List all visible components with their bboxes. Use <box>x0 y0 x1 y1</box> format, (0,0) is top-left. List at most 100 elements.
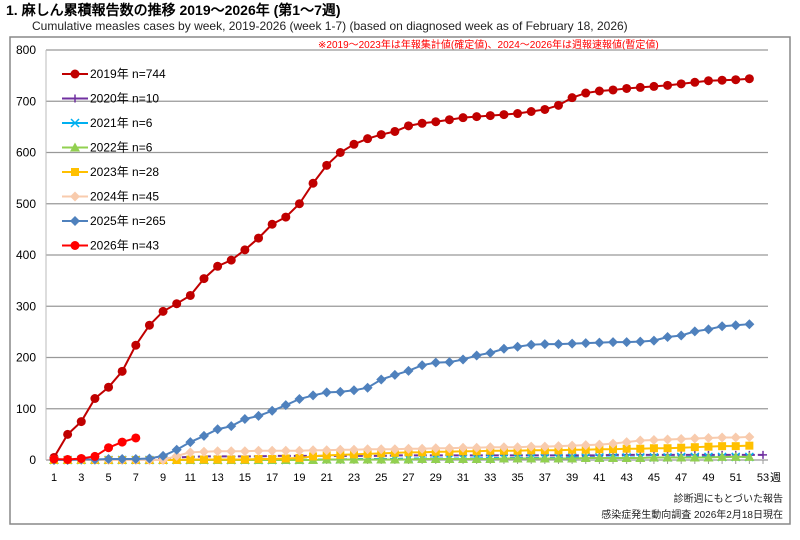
data-point <box>63 429 73 439</box>
x-tick-label: 1 <box>51 472 57 484</box>
x-tick-label: 13 <box>211 472 223 484</box>
data-point <box>553 339 564 350</box>
data-point <box>117 366 127 376</box>
data-point <box>268 454 277 463</box>
y-tick-label: 100 <box>16 402 36 416</box>
legend-label: 2021年 n=6 <box>90 116 153 130</box>
data-point <box>444 115 454 125</box>
data-point <box>608 452 619 462</box>
data-point <box>131 433 141 443</box>
legend-marker <box>70 69 80 79</box>
legend-label: 2024年 n=45 <box>90 190 159 204</box>
data-point <box>717 75 727 85</box>
data-point <box>471 442 482 453</box>
data-point <box>730 320 741 331</box>
x-tick-label: 11 <box>185 472 196 484</box>
y-tick-label: 500 <box>16 197 36 211</box>
data-point <box>717 451 728 461</box>
data-point <box>308 178 318 188</box>
data-point <box>730 451 741 461</box>
data-point <box>567 453 578 463</box>
data-point <box>731 442 740 451</box>
data-point <box>417 360 428 371</box>
y-tick-label: 600 <box>16 146 36 160</box>
data-point <box>171 444 182 455</box>
data-point <box>390 126 400 136</box>
data-point <box>567 440 578 451</box>
series-line <box>54 323 750 461</box>
x-tick-label: 29 <box>430 472 442 484</box>
data-point <box>513 109 523 119</box>
data-point <box>117 453 128 464</box>
data-point <box>663 80 673 90</box>
data-point <box>621 337 632 348</box>
data-point <box>663 444 672 453</box>
data-point <box>253 410 264 421</box>
data-point <box>621 437 632 448</box>
data-point <box>649 81 659 91</box>
data-point <box>308 390 319 401</box>
data-point <box>567 93 577 103</box>
data-point <box>376 444 387 455</box>
data-point <box>648 335 659 346</box>
data-point <box>553 100 563 110</box>
data-point <box>240 245 250 255</box>
data-point <box>759 450 767 459</box>
data-point <box>417 453 428 463</box>
data-point <box>198 446 209 457</box>
data-point <box>199 274 209 284</box>
data-point <box>130 453 141 464</box>
data-point <box>185 447 196 458</box>
data-point <box>553 441 564 452</box>
data-point <box>594 452 605 462</box>
data-point <box>158 450 169 461</box>
data-point <box>594 86 604 96</box>
legend-marker <box>70 118 80 128</box>
data-point <box>376 374 387 385</box>
data-point <box>430 357 441 368</box>
data-point <box>349 139 359 149</box>
data-point <box>389 369 400 380</box>
legend-label: 2023年 n=28 <box>90 165 159 179</box>
series-2019 <box>49 74 754 462</box>
x-tick-label: 51 <box>730 472 742 484</box>
data-point <box>431 117 441 127</box>
x-tick-label: 33 <box>484 472 496 484</box>
data-point <box>676 433 687 444</box>
data-point <box>322 451 331 460</box>
data-point <box>172 299 182 309</box>
x-tick-label: 45 <box>648 472 660 484</box>
data-point <box>144 320 154 330</box>
y-tick-label: 400 <box>16 248 36 262</box>
data-point <box>635 435 646 446</box>
data-point <box>512 442 523 453</box>
data-point <box>309 452 318 461</box>
data-point <box>322 160 332 170</box>
data-point <box>199 455 208 464</box>
data-point <box>458 113 468 123</box>
data-point <box>744 74 754 84</box>
x-tick-label: 5 <box>105 472 111 484</box>
data-point <box>635 336 646 347</box>
data-point <box>636 444 645 453</box>
data-point <box>280 445 291 456</box>
data-point <box>117 437 127 447</box>
data-point <box>703 324 714 335</box>
series-2026 <box>49 433 141 464</box>
data-point <box>362 454 373 464</box>
data-point <box>580 440 591 451</box>
data-point <box>526 339 537 350</box>
data-point <box>430 443 441 454</box>
legend-label: 2019年 n=744 <box>90 67 166 81</box>
chart-frame <box>9 36 791 525</box>
data-point <box>730 432 741 443</box>
data-point <box>417 443 428 454</box>
data-point <box>472 112 482 122</box>
data-point <box>689 452 700 462</box>
series-line <box>54 444 750 461</box>
x-tick-label: 19 <box>293 472 305 484</box>
data-point <box>690 77 700 87</box>
x-tick-label: 21 <box>321 472 333 484</box>
data-point <box>499 110 509 120</box>
data-point <box>703 76 713 86</box>
